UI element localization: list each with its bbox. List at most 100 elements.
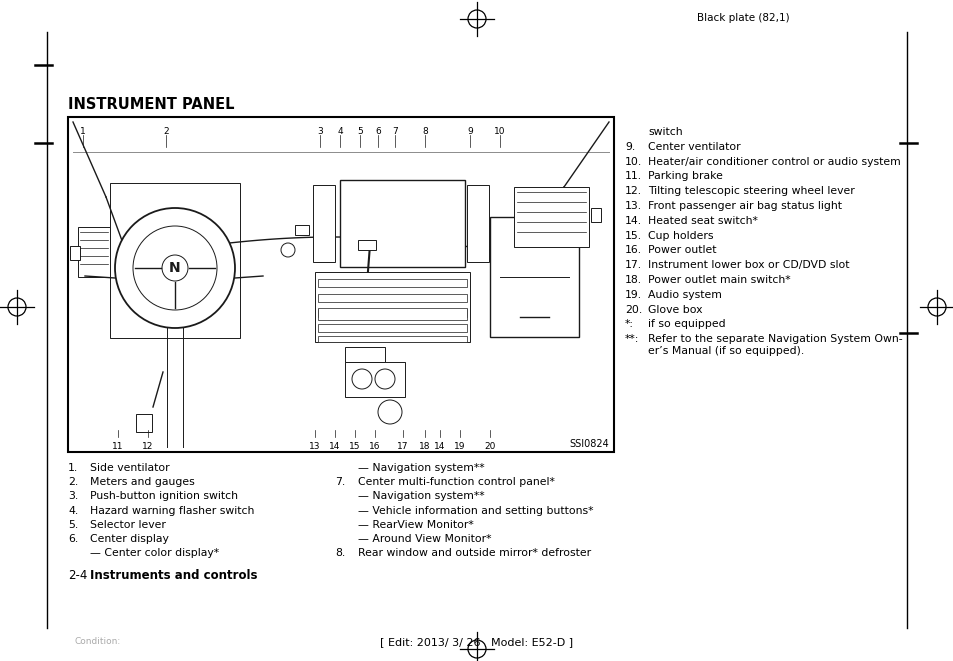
Text: 1: 1 <box>80 127 86 136</box>
Text: 14: 14 <box>434 442 445 451</box>
Bar <box>357 240 375 250</box>
Text: Black plate (82,1): Black plate (82,1) <box>697 13 789 23</box>
Bar <box>68 117 614 452</box>
Text: Tilting telescopic steering wheel lever: Tilting telescopic steering wheel lever <box>647 186 854 196</box>
Text: — Center color display*: — Center color display* <box>90 548 219 558</box>
Text: 10: 10 <box>494 127 505 136</box>
Text: 12: 12 <box>142 442 153 451</box>
Text: Front passenger air bag status light: Front passenger air bag status light <box>647 201 841 211</box>
Text: 6: 6 <box>375 127 380 136</box>
Text: 14.: 14. <box>624 215 641 226</box>
Text: Parking brake: Parking brake <box>647 171 722 181</box>
Bar <box>317 294 467 302</box>
Bar <box>317 336 467 342</box>
Text: 3.: 3. <box>68 491 78 502</box>
Text: 18: 18 <box>418 442 431 451</box>
Text: 4: 4 <box>336 127 342 136</box>
Text: Refer to the separate Navigation System Own-
er’s Manual (if so equipped).: Refer to the separate Navigation System … <box>647 334 902 356</box>
Text: Glove box: Glove box <box>647 305 701 315</box>
Text: 1.: 1. <box>68 463 78 473</box>
Bar <box>136 414 152 432</box>
Bar <box>490 217 578 337</box>
Text: 18.: 18. <box>624 275 641 285</box>
Text: Center multi-function control panel*: Center multi-function control panel* <box>357 477 555 487</box>
Text: INSTRUMENT PANEL: INSTRUMENT PANEL <box>68 97 234 112</box>
Text: Center display: Center display <box>90 534 169 544</box>
Text: 3: 3 <box>316 127 322 136</box>
Text: Instrument lower box or CD/DVD slot: Instrument lower box or CD/DVD slot <box>647 260 848 270</box>
Text: 7: 7 <box>392 127 397 136</box>
Text: — Navigation system**: — Navigation system** <box>357 463 484 473</box>
Circle shape <box>281 243 294 257</box>
Text: — Vehicle information and setting buttons*: — Vehicle information and setting button… <box>357 506 593 516</box>
Text: Heated seat switch*: Heated seat switch* <box>647 215 757 226</box>
Text: 16.: 16. <box>624 245 641 255</box>
Bar <box>345 362 405 397</box>
Text: 19.: 19. <box>624 290 641 300</box>
Text: 16: 16 <box>369 442 380 451</box>
Text: **:: **: <box>624 334 639 344</box>
Text: 10.: 10. <box>624 157 641 167</box>
Text: if so equipped: if so equipped <box>647 319 725 329</box>
Text: switch: switch <box>647 127 682 137</box>
Bar <box>317 279 467 287</box>
Text: 11: 11 <box>112 442 124 451</box>
Text: Audio system: Audio system <box>647 290 721 300</box>
Text: *:: *: <box>624 319 634 329</box>
Circle shape <box>377 400 401 424</box>
Text: 13: 13 <box>309 442 320 451</box>
Text: Instruments and controls: Instruments and controls <box>90 569 257 582</box>
Circle shape <box>132 226 216 310</box>
Bar <box>78 227 110 277</box>
Bar <box>317 309 467 317</box>
Text: — RearView Monitor*: — RearView Monitor* <box>357 520 474 530</box>
Text: 9.: 9. <box>624 142 635 152</box>
Text: Selector lever: Selector lever <box>90 520 166 530</box>
Bar <box>345 347 385 362</box>
Text: Power outlet: Power outlet <box>647 245 716 255</box>
Text: Center ventilator: Center ventilator <box>647 142 740 152</box>
Text: Heater/air conditioner control or audio system: Heater/air conditioner control or audio … <box>647 157 900 167</box>
Text: — Navigation system**: — Navigation system** <box>357 491 484 502</box>
Text: 5.: 5. <box>68 520 78 530</box>
Bar <box>339 180 464 267</box>
Text: 20.: 20. <box>624 305 641 315</box>
Circle shape <box>162 255 188 281</box>
Circle shape <box>182 245 218 281</box>
Text: 11.: 11. <box>624 171 641 181</box>
Bar <box>313 185 335 262</box>
Bar <box>110 183 240 338</box>
Text: 2-4: 2-4 <box>68 569 88 582</box>
Text: N: N <box>169 261 181 275</box>
Text: [ Edit: 2013/ 3/ 26   Model: E52-D ]: [ Edit: 2013/ 3/ 26 Model: E52-D ] <box>380 637 573 647</box>
Text: 4.: 4. <box>68 506 78 516</box>
Text: 8: 8 <box>421 127 428 136</box>
Bar <box>514 187 588 247</box>
Text: Power outlet main switch*: Power outlet main switch* <box>647 275 790 285</box>
Text: Meters and gauges: Meters and gauges <box>90 477 194 487</box>
Bar <box>467 185 489 262</box>
Text: 5: 5 <box>356 127 362 136</box>
Bar <box>294 225 309 235</box>
Bar <box>590 208 600 222</box>
Circle shape <box>375 369 395 389</box>
Text: Condition:: Condition: <box>75 637 121 646</box>
Circle shape <box>352 369 372 389</box>
Text: 7.: 7. <box>335 477 345 487</box>
Text: 9: 9 <box>467 127 473 136</box>
Text: Hazard warning flasher switch: Hazard warning flasher switch <box>90 506 254 516</box>
Text: — Around View Monitor*: — Around View Monitor* <box>357 534 491 544</box>
Text: 17: 17 <box>396 442 408 451</box>
Text: Cup holders: Cup holders <box>647 231 713 241</box>
Text: 20: 20 <box>484 442 496 451</box>
Text: 14: 14 <box>329 442 340 451</box>
Bar <box>70 246 80 260</box>
Text: 2.: 2. <box>68 477 78 487</box>
Text: 17.: 17. <box>624 260 641 270</box>
Text: 8.: 8. <box>335 548 345 558</box>
Bar <box>317 308 467 320</box>
Text: 2: 2 <box>163 127 169 136</box>
Bar <box>314 272 470 342</box>
Text: 15: 15 <box>349 442 360 451</box>
Text: Push-button ignition switch: Push-button ignition switch <box>90 491 237 502</box>
